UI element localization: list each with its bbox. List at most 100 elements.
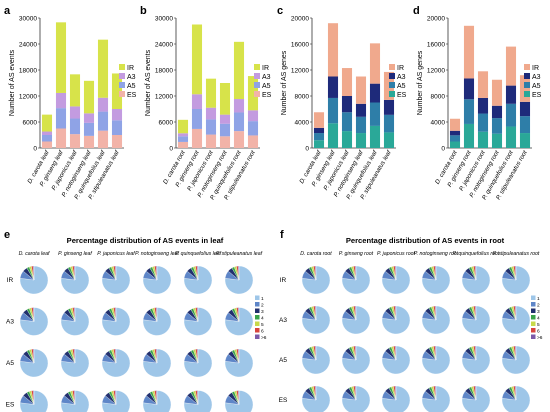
y-tick-label: 8000	[431, 94, 446, 101]
y-tick-label: 4000	[295, 120, 310, 127]
panel-letter: f	[280, 229, 284, 241]
column-label: D. carota leaf	[19, 251, 50, 257]
bar-segment-IR	[111, 73, 123, 109]
panel-letter: e	[4, 229, 10, 241]
y-tick-label: 12000	[291, 68, 309, 75]
y-tick-label: 12000	[155, 94, 173, 101]
y-tick-label: 0	[441, 146, 445, 153]
legend-swatch	[255, 321, 260, 326]
panel-f: f Percentage distribution of AS events in…	[279, 229, 543, 412]
y-tick-label: 12000	[427, 68, 445, 75]
bar-segment-A3	[477, 97, 489, 114]
row-label: IR	[280, 277, 287, 284]
column-label: P. japonicus root	[377, 251, 416, 257]
bar-segment-ES	[111, 135, 123, 148]
bar-segment-A3	[449, 130, 461, 136]
bar-segment-ES	[219, 136, 231, 148]
legend-label: 6	[261, 329, 264, 335]
pie-slice	[314, 385, 317, 401]
bar-segment-A3	[313, 127, 325, 134]
bar-segment-IR	[97, 39, 109, 98]
bar-segment-A5	[247, 121, 259, 136]
legend-swatch	[531, 302, 536, 307]
bar-segment-A3	[205, 107, 217, 120]
pie-slice	[434, 345, 437, 361]
column-label: D. carota root	[300, 251, 332, 257]
legend-label: 3	[537, 309, 540, 315]
pie-slice	[474, 385, 477, 401]
bar-segment-ES	[477, 131, 489, 148]
bar-segment-IR	[327, 23, 339, 77]
bar-segment-A5	[177, 136, 189, 142]
column-label: P. quinquefolius leaf	[175, 251, 222, 257]
bar-segment-IR	[313, 112, 325, 128]
bar-segment-A3	[491, 105, 503, 119]
legend-label: 3	[261, 309, 264, 315]
bar-segment-A3	[191, 94, 203, 109]
bar-segment-A3	[327, 76, 339, 98]
bar-segment-A5	[505, 103, 517, 127]
pie-slice	[314, 305, 317, 321]
bar-segment-A3	[177, 133, 189, 137]
legend-label: IR	[127, 65, 134, 72]
legend-label: >6	[537, 335, 543, 341]
pie-slice	[354, 385, 357, 401]
pie-slice	[237, 348, 240, 364]
pie-slice	[434, 385, 437, 401]
bar-segment-IR	[83, 80, 95, 114]
column-label: P. ginseng leaf	[58, 251, 92, 257]
pie-slice	[114, 307, 117, 322]
legend-swatch	[255, 295, 260, 300]
bar-segment-ES	[491, 133, 503, 148]
column-label: P. stipuleanatus root	[493, 251, 540, 257]
bar-segment-A5	[111, 120, 123, 135]
pie-slice	[514, 345, 517, 361]
legend-label: 1	[537, 296, 540, 302]
y-tick-label: 18000	[19, 68, 37, 75]
legend-swatch	[524, 82, 530, 88]
row-label: ES	[279, 397, 288, 404]
legend-swatch	[254, 64, 260, 70]
legend-label: 4	[537, 316, 540, 322]
bar-segment-A3	[55, 92, 67, 109]
bar-segment-ES	[383, 132, 395, 148]
pie-slice	[514, 385, 517, 401]
bar-segment-IR	[55, 22, 67, 93]
legend-swatch	[119, 91, 125, 97]
legend-swatch	[531, 295, 536, 300]
pie-slice	[514, 265, 517, 281]
pie-slice	[73, 265, 76, 281]
legend-label: 2	[537, 303, 540, 309]
pie-slice	[196, 390, 199, 405]
y-axis-label: Number of AS genes	[281, 50, 288, 115]
bar-segment-A5	[55, 108, 67, 129]
pie-slice	[434, 305, 437, 321]
y-tick-label: 0	[305, 146, 309, 153]
pie-slice	[155, 348, 158, 364]
legend-swatch	[254, 73, 260, 79]
pie-slice	[73, 307, 76, 322]
bar-segment-A3	[247, 110, 259, 122]
chart-title: Percentage distribution of AS events in …	[346, 236, 505, 245]
pie-slice	[434, 265, 437, 281]
panel-e: e Percentage distribution of AS events in…	[4, 229, 267, 412]
pie-slice	[474, 345, 477, 361]
panel-letter: b	[140, 5, 147, 17]
bar-segment-A3	[369, 83, 381, 103]
pie-slice	[394, 265, 397, 281]
bar-segment-IR	[219, 83, 231, 115]
row-label: A3	[6, 319, 14, 326]
bar-segment-ES	[55, 128, 67, 148]
bar-segment-ES	[369, 125, 381, 148]
bar-segment-ES	[449, 141, 461, 148]
legend-label: ES	[532, 92, 542, 99]
pie-slice	[237, 307, 240, 322]
pie-slice	[394, 385, 397, 401]
bar-segment-A5	[83, 122, 95, 136]
pie-slice	[155, 390, 158, 405]
legend-swatch	[389, 91, 395, 97]
bar-segment-A5	[97, 111, 109, 131]
bar-segment-IR	[369, 43, 381, 84]
y-tick-label: 0	[33, 146, 37, 153]
y-axis-label: Number of AS events	[145, 49, 152, 116]
